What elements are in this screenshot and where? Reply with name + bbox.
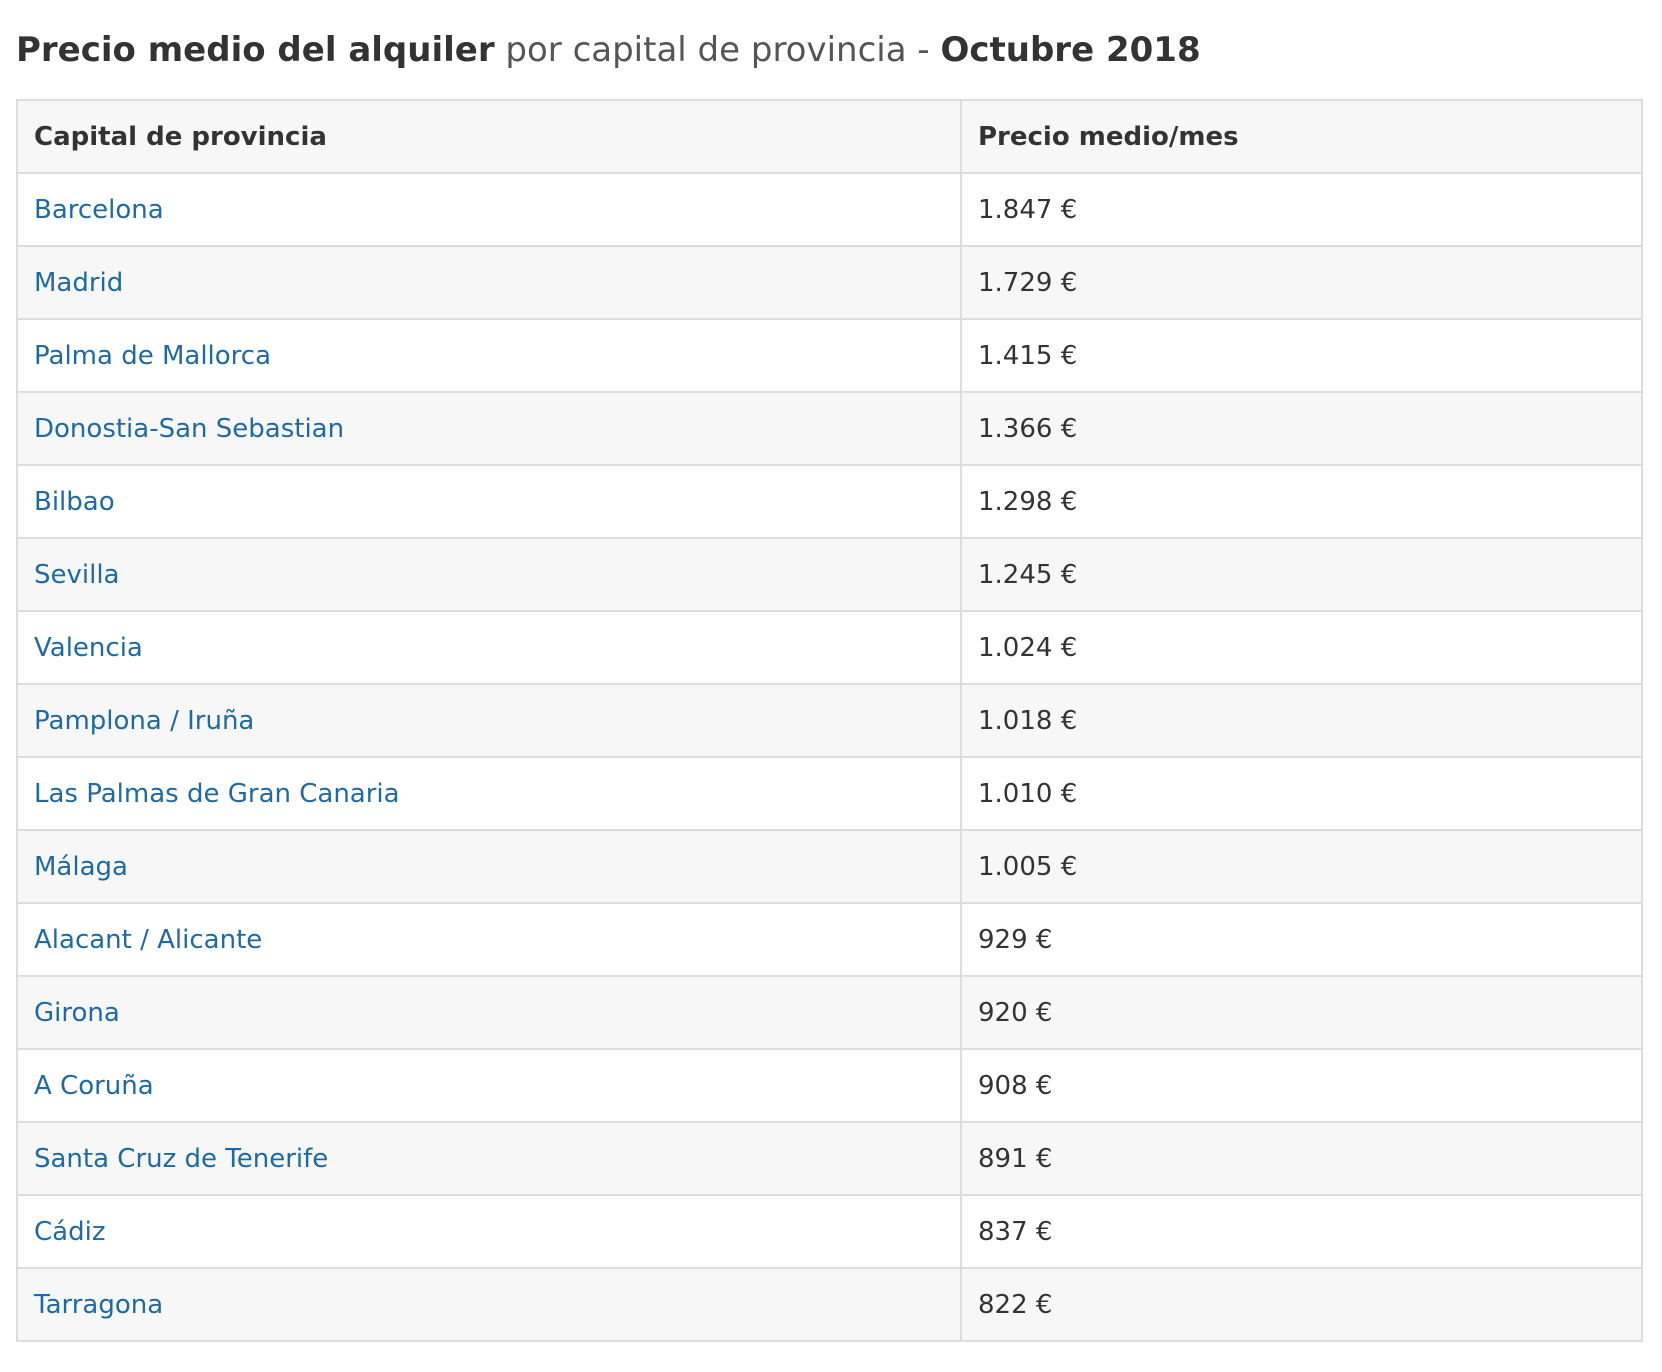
price-cell: 1.415 € [960,318,1643,393]
table-row: Palma de Mallorca 1.415 € [16,318,1643,393]
table-row: Barcelona 1.847 € [16,172,1643,247]
table-row: Sevilla 1.245 € [16,537,1643,612]
column-header-capital: Capital de provincia [16,99,962,174]
price-cell: 1.024 € [960,610,1643,685]
city-link[interactable]: Bilbao [34,486,115,517]
table-row: Donostia-San Sebastian 1.366 € [16,391,1643,466]
table-row: Las Palmas de Gran Canaria 1.010 € [16,756,1643,831]
title-date: Octubre 2018 [940,30,1201,70]
price-cell: 908 € [960,1048,1643,1123]
price-cell: 1.245 € [960,537,1643,612]
city-link[interactable]: Valencia [34,632,143,663]
rent-price-table: Capital de provincia Precio medio/mes Ba… [16,99,1643,1342]
city-cell: Valencia [16,610,962,685]
page-title: Precio medio del alquiler por capital de… [16,22,1201,78]
table-row: Madrid 1.729 € [16,245,1643,320]
table-row: Cádiz 837 € [16,1194,1643,1269]
price-cell: 837 € [960,1194,1643,1269]
table-row: Alacant / Alicante 929 € [16,902,1643,977]
city-cell: Alacant / Alicante [16,902,962,977]
city-link[interactable]: Girona [34,997,120,1028]
city-link[interactable]: Madrid [34,267,124,298]
price-cell: 1.729 € [960,245,1643,320]
table-row: Tarragona 822 € [16,1267,1643,1342]
city-link[interactable]: Málaga [34,851,128,882]
table-header-row: Capital de provincia Precio medio/mes [16,99,1643,174]
table-row: Bilbao 1.298 € [16,464,1643,539]
city-link[interactable]: Tarragona [34,1289,164,1320]
table-row: Santa Cruz de Tenerife 891 € [16,1121,1643,1196]
table-row: Valencia 1.024 € [16,610,1643,685]
price-cell: 891 € [960,1121,1643,1196]
city-link[interactable]: Pamplona / Iruña [34,705,255,736]
table-body: Barcelona 1.847 € Madrid 1.729 € Palma de Ma… [16,172,1643,1342]
price-cell: 1.366 € [960,391,1643,466]
price-cell: 1.005 € [960,829,1643,904]
price-cell: 1.298 € [960,464,1643,539]
city-link[interactable]: A Coruña [34,1070,154,1101]
city-link[interactable]: Sevilla [34,559,120,590]
city-cell: Barcelona [16,172,962,247]
price-cell: 1.018 € [960,683,1643,758]
city-cell: A Coruña [16,1048,962,1123]
title-sub: por capital de provincia - [494,30,941,70]
price-cell: 1.010 € [960,756,1643,831]
bottom-fade [0,1342,1662,1372]
table-row: Girona 920 € [16,975,1643,1050]
price-cell: 1.847 € [960,172,1643,247]
price-cell: 822 € [960,1267,1643,1342]
table-row: Pamplona / Iruña 1.018 € [16,683,1643,758]
city-cell: Donostia-San Sebastian [16,391,962,466]
city-link[interactable]: Santa Cruz de Tenerife [34,1143,329,1174]
city-cell: Cádiz [16,1194,962,1269]
city-cell: Madrid [16,245,962,320]
city-link[interactable]: Donostia-San Sebastian [34,413,345,444]
city-cell: Santa Cruz de Tenerife [16,1121,962,1196]
city-cell: Málaga [16,829,962,904]
city-cell: Girona [16,975,962,1050]
city-link[interactable]: Cádiz [34,1216,106,1247]
city-cell: Bilbao [16,464,962,539]
city-cell: Las Palmas de Gran Canaria [16,756,962,831]
price-cell: 929 € [960,902,1643,977]
city-cell: Tarragona [16,1267,962,1342]
table-row: Málaga 1.005 € [16,829,1643,904]
column-header-price: Precio medio/mes [960,99,1643,174]
title-main: Precio medio del alquiler [16,30,495,70]
city-cell: Palma de Mallorca [16,318,962,393]
city-link[interactable]: Barcelona [34,194,164,225]
city-cell: Pamplona / Iruña [16,683,962,758]
table-row: A Coruña 908 € [16,1048,1643,1123]
city-link[interactable]: Alacant / Alicante [34,924,263,955]
city-link[interactable]: Palma de Mallorca [34,340,272,371]
city-cell: Sevilla [16,537,962,612]
price-cell: 920 € [960,975,1643,1050]
city-link[interactable]: Las Palmas de Gran Canaria [34,778,400,809]
